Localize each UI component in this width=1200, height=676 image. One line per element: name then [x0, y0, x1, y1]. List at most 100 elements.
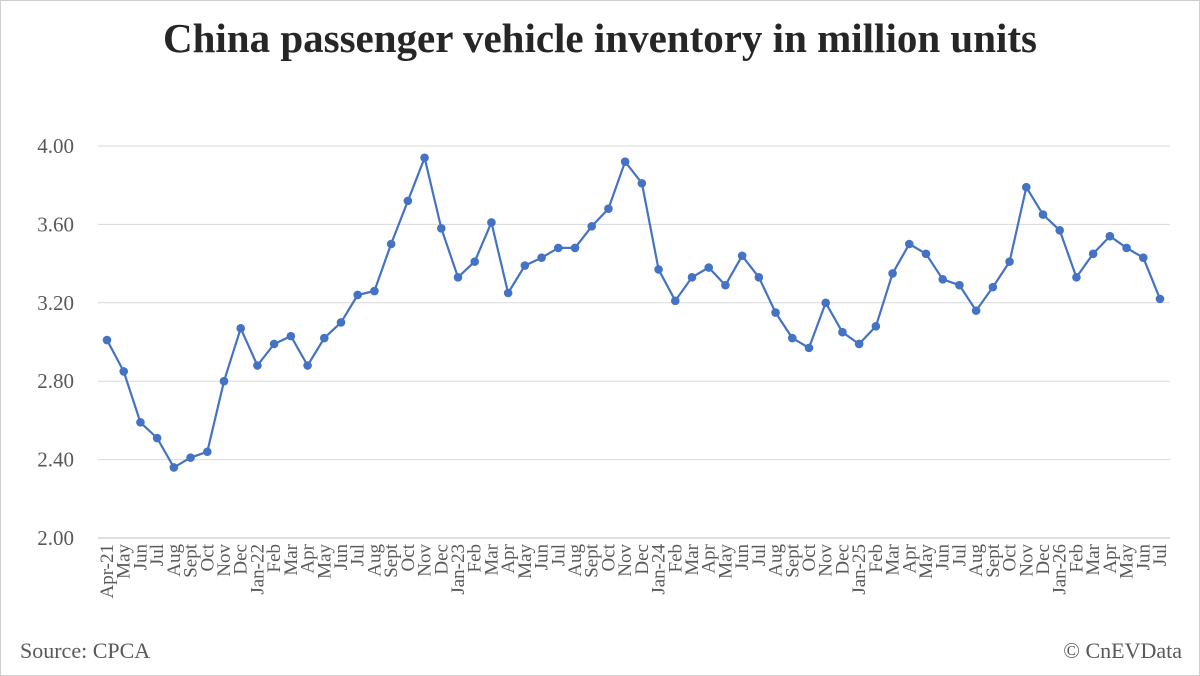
x-tick-label: Jun [532, 544, 553, 571]
x-tick-label: May [715, 544, 736, 579]
x-tick-label: May [114, 544, 135, 579]
data-point [169, 463, 179, 472]
data-point [152, 433, 162, 443]
x-tick-label: Nov [214, 544, 235, 577]
data-point [1088, 249, 1098, 259]
data-point [670, 296, 680, 306]
data-point [971, 306, 981, 315]
data-point [1055, 225, 1065, 235]
data-point [871, 322, 881, 331]
x-tick-label: Dec [1033, 544, 1054, 575]
series-line [106, 156, 1162, 469]
x-tick-label: Jan-24 [649, 544, 670, 595]
x-tick-label: Jul [749, 544, 770, 566]
data-point [553, 243, 563, 253]
x-tick-label: Nov [816, 544, 837, 577]
x-tick-label: Jul [348, 544, 369, 566]
data-point [620, 157, 630, 166]
data-point [202, 447, 212, 457]
data-point [487, 218, 496, 227]
data-point [186, 453, 195, 462]
data-point [336, 318, 346, 327]
x-tick-label: Nov [1016, 544, 1037, 577]
x-tick-label: Oct [1000, 543, 1021, 571]
x-tick-label: Aug [364, 544, 385, 577]
x-tick-label: Aug [164, 544, 185, 577]
x-tick-label: Sept [782, 543, 803, 578]
data-point [436, 224, 446, 233]
x-tick-label: Jun [732, 544, 753, 571]
x-tick-label: Mar [682, 543, 703, 575]
x-tick-label: Nov [415, 544, 436, 577]
y-tick-label: 2.00 [37, 526, 74, 550]
data-point [403, 196, 413, 206]
series-inventory [102, 153, 1165, 472]
data-point [303, 361, 312, 370]
x-tick-label: Dec [231, 544, 252, 575]
x-tick-label: Jun [331, 544, 352, 571]
y-tick-label: 4.00 [37, 134, 74, 158]
x-axis-ticks: Apr-21MayJunJulAugSeptOctNovDecJan-22Feb… [97, 543, 1171, 598]
x-tick-label: Apr [1100, 543, 1121, 573]
x-tick-label: May [916, 544, 937, 579]
x-tick-label: Jan-22 [247, 544, 268, 595]
x-tick-label: Jun [933, 544, 954, 571]
data-point [453, 273, 463, 282]
x-tick-label: Feb [665, 544, 686, 573]
data-point [637, 178, 647, 188]
x-tick-label: Dec [632, 544, 653, 575]
y-axis-ticks: 2.00 2.40 2.80 3.20 3.60 4.00 [37, 134, 74, 550]
x-tick-label: Sept [582, 543, 603, 578]
x-tick-label: Sept [381, 543, 402, 578]
data-point [219, 376, 229, 386]
data-point [236, 323, 246, 333]
x-tick-label: Mar [481, 543, 502, 575]
x-tick-label: Mar [281, 543, 302, 575]
data-point [804, 343, 814, 353]
x-tick-label: Oct [598, 543, 619, 571]
data-point [269, 339, 279, 349]
x-tick-label: Apr [498, 543, 519, 573]
data-point [1155, 294, 1165, 304]
data-point [687, 273, 697, 282]
data-point [386, 239, 396, 249]
data-point [838, 327, 847, 337]
x-tick-label: Feb [264, 544, 285, 573]
x-tick-label: Oct [197, 543, 218, 571]
x-tick-label: Jul [548, 544, 569, 566]
data-point [1122, 243, 1131, 253]
data-point [704, 263, 714, 272]
x-tick-label: Jan-23 [448, 544, 469, 595]
x-tick-label: May [1117, 544, 1138, 579]
x-tick-label: Oct [799, 543, 820, 571]
x-tick-label: May [314, 544, 335, 579]
data-point [1138, 253, 1148, 263]
x-tick-label: Apr [699, 543, 720, 573]
data-point [921, 249, 931, 259]
data-point [587, 222, 597, 231]
x-tick-label: Feb [465, 544, 486, 573]
data-point [854, 339, 864, 349]
data-point [1021, 182, 1031, 192]
data-point [136, 418, 145, 427]
x-tick-label: May [515, 544, 536, 579]
data-point [1005, 257, 1014, 266]
data-point [904, 239, 914, 249]
x-tick-label: Dec [832, 544, 853, 575]
y-tick-label: 2.40 [37, 448, 74, 472]
source-note: Source: CPCA [20, 638, 151, 663]
y-tick-label: 3.60 [37, 212, 74, 236]
x-tick-label: Nov [615, 544, 636, 577]
data-point [537, 253, 546, 263]
x-tick-label: Jan-25 [849, 544, 870, 595]
data-point [253, 361, 262, 370]
data-point [955, 280, 964, 290]
data-point [737, 251, 747, 261]
x-tick-label: Aug [766, 544, 787, 577]
gridlines [98, 145, 1170, 539]
data-point [570, 243, 580, 253]
x-tick-label: Feb [1066, 544, 1087, 573]
data-point [771, 308, 780, 317]
data-point [1072, 273, 1081, 282]
